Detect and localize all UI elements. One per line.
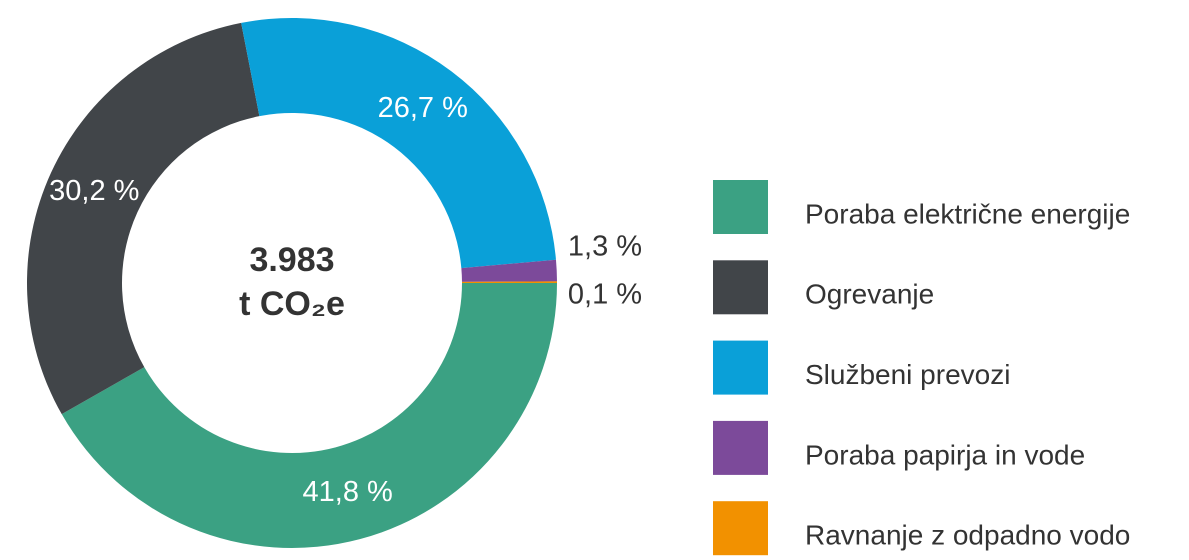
legend-swatch — [713, 180, 768, 234]
legend-label: Ogrevanje — [805, 279, 934, 310]
legend-swatch — [713, 420, 768, 475]
slice-label: 1,3 % — [568, 231, 642, 263]
legend-label: Poraba papirja in vode — [805, 439, 1085, 470]
donut-slice — [461, 281, 557, 283]
legend-label: Poraba električne energije — [805, 198, 1130, 229]
legend-swatch — [713, 501, 768, 556]
legend-label: Službeni prevozi — [805, 359, 1010, 390]
donut-slice — [241, 18, 556, 269]
center-value: 3.983 — [249, 241, 334, 279]
legend-swatch — [713, 340, 768, 395]
slice-label: 30,2 % — [49, 175, 139, 207]
slice-label: 26,7 % — [378, 92, 468, 124]
legend-swatch — [713, 260, 768, 315]
legend-label: Ravnanje z odpadno vodo — [805, 520, 1130, 551]
slice-label: 41,8 % — [303, 476, 393, 508]
donut-slice — [26, 22, 260, 415]
donut-slice — [61, 283, 557, 548]
slice-label: 0,1 % — [568, 279, 642, 311]
donut-slice — [461, 259, 557, 282]
center-unit: t CO₂e — [239, 285, 345, 323]
